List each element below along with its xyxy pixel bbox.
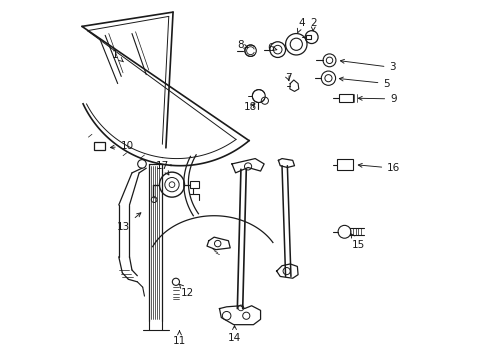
Text: 14: 14 — [227, 326, 241, 343]
Text: 11: 11 — [172, 331, 186, 346]
Text: 13: 13 — [117, 213, 141, 232]
Text: 15: 15 — [350, 234, 365, 250]
Bar — [339, 94, 352, 102]
Bar — [337, 159, 353, 170]
Bar — [305, 35, 310, 39]
Text: 7: 7 — [284, 73, 291, 83]
Text: 10: 10 — [110, 141, 134, 151]
Text: 8: 8 — [237, 40, 247, 50]
Text: 9: 9 — [358, 94, 396, 104]
Text: 17: 17 — [155, 161, 169, 175]
Text: 4: 4 — [297, 18, 305, 33]
Bar — [94, 143, 105, 150]
Text: 6: 6 — [266, 43, 276, 53]
Text: 12: 12 — [179, 284, 194, 297]
Text: 16: 16 — [358, 163, 400, 173]
Bar — [190, 181, 199, 188]
Text: 3: 3 — [340, 59, 395, 72]
Text: 5: 5 — [339, 77, 389, 89]
Text: 2: 2 — [309, 18, 316, 31]
Text: 18: 18 — [244, 103, 257, 112]
Text: 1: 1 — [112, 50, 123, 62]
